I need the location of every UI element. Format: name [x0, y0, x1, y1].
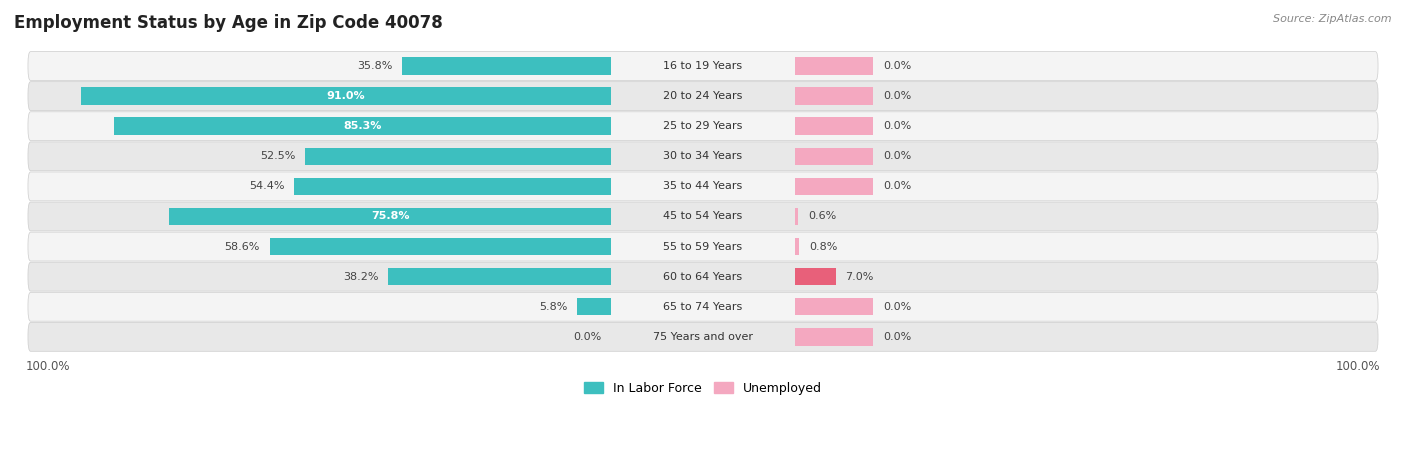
Bar: [388, 268, 612, 285]
Text: 5.8%: 5.8%: [540, 302, 568, 312]
Text: 75.8%: 75.8%: [371, 212, 409, 221]
Text: 16 to 19 Years: 16 to 19 Years: [664, 61, 742, 71]
Text: 85.3%: 85.3%: [343, 121, 382, 131]
FancyBboxPatch shape: [28, 172, 1378, 201]
Bar: [794, 238, 800, 255]
Bar: [294, 178, 612, 195]
Text: 60 to 64 Years: 60 to 64 Years: [664, 272, 742, 282]
Text: 0.0%: 0.0%: [883, 332, 911, 342]
Bar: [794, 268, 835, 285]
Text: 65 to 74 Years: 65 to 74 Years: [664, 302, 742, 312]
FancyBboxPatch shape: [28, 112, 1378, 141]
Text: Employment Status by Age in Zip Code 40078: Employment Status by Age in Zip Code 400…: [14, 14, 443, 32]
Bar: [794, 178, 873, 195]
FancyBboxPatch shape: [28, 142, 1378, 171]
FancyBboxPatch shape: [28, 52, 1378, 81]
Text: 0.0%: 0.0%: [883, 121, 911, 131]
Bar: [794, 117, 873, 135]
Text: 0.8%: 0.8%: [810, 242, 838, 252]
Text: 52.5%: 52.5%: [260, 151, 295, 161]
Bar: [794, 87, 873, 105]
Text: 0.0%: 0.0%: [883, 302, 911, 312]
FancyBboxPatch shape: [28, 292, 1378, 321]
Text: 30 to 34 Years: 30 to 34 Years: [664, 151, 742, 161]
Text: 58.6%: 58.6%: [225, 242, 260, 252]
FancyBboxPatch shape: [28, 262, 1378, 291]
Legend: In Labor Force, Unemployed: In Labor Force, Unemployed: [579, 377, 827, 400]
Text: 25 to 29 Years: 25 to 29 Years: [664, 121, 742, 131]
Bar: [794, 208, 799, 225]
Text: 0.0%: 0.0%: [883, 91, 911, 101]
Bar: [578, 298, 612, 315]
Text: 20 to 24 Years: 20 to 24 Years: [664, 91, 742, 101]
Bar: [80, 87, 612, 105]
Bar: [794, 298, 873, 315]
Bar: [169, 208, 612, 225]
Text: 7.0%: 7.0%: [845, 272, 873, 282]
Bar: [305, 148, 612, 165]
Bar: [794, 57, 873, 75]
Bar: [114, 117, 612, 135]
FancyBboxPatch shape: [28, 232, 1378, 261]
FancyBboxPatch shape: [28, 202, 1378, 231]
Text: 35 to 44 Years: 35 to 44 Years: [664, 181, 742, 191]
Text: 75 Years and over: 75 Years and over: [652, 332, 754, 342]
FancyBboxPatch shape: [28, 322, 1378, 351]
FancyBboxPatch shape: [28, 82, 1378, 111]
Text: 0.0%: 0.0%: [883, 151, 911, 161]
Text: 0.0%: 0.0%: [883, 61, 911, 71]
Text: 0.0%: 0.0%: [574, 332, 602, 342]
Text: 38.2%: 38.2%: [343, 272, 378, 282]
Text: Source: ZipAtlas.com: Source: ZipAtlas.com: [1274, 14, 1392, 23]
Text: 0.6%: 0.6%: [808, 212, 837, 221]
Text: 55 to 59 Years: 55 to 59 Years: [664, 242, 742, 252]
Text: 91.0%: 91.0%: [326, 91, 366, 101]
Text: 45 to 54 Years: 45 to 54 Years: [664, 212, 742, 221]
Text: 54.4%: 54.4%: [249, 181, 284, 191]
Text: 35.8%: 35.8%: [357, 61, 392, 71]
Bar: [794, 148, 873, 165]
Bar: [794, 328, 873, 346]
Bar: [402, 57, 612, 75]
Text: 0.0%: 0.0%: [883, 181, 911, 191]
Bar: [270, 238, 612, 255]
